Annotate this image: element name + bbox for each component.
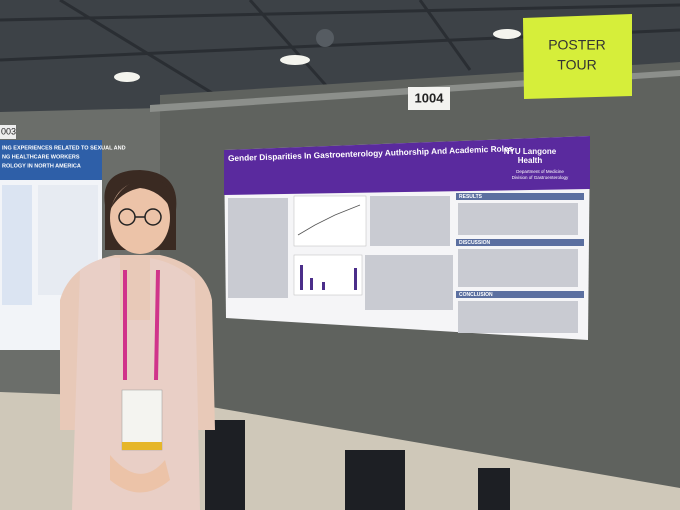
poster-department: Department of Medicine <box>516 169 564 174</box>
poster-institution: NYU Langone <box>504 147 557 156</box>
poster-header <box>224 136 590 195</box>
number-plate <box>408 87 450 110</box>
left-poster-header <box>0 140 102 180</box>
poster-institution: Health <box>518 156 543 165</box>
section-bar <box>456 291 584 298</box>
sign-text: TOUR <box>557 57 596 73</box>
ceiling-vent <box>316 29 334 47</box>
ceiling-light <box>493 29 521 39</box>
background-people <box>205 420 510 510</box>
poster-section-text <box>458 203 578 333</box>
poster-charts <box>293 195 367 296</box>
poster-department: Division of Gastroenterology <box>512 175 569 180</box>
person <box>60 170 215 510</box>
section-bar <box>456 193 584 200</box>
section-bar <box>456 239 584 246</box>
section-title: DISCUSSION <box>459 240 491 246</box>
left-poster-title-line: ROLOGY IN NORTH AMERICA <box>2 163 81 169</box>
left-poster-title: ING EXPERIENCES RELATED TO SEXUAL AND NG… <box>2 145 126 169</box>
poster-text-blocks <box>228 196 453 310</box>
board-number: 1004 <box>415 90 445 105</box>
section-title: CONCLUSION <box>459 292 493 298</box>
left-poster-column <box>2 185 32 305</box>
sign-text: POSTER <box>548 37 606 53</box>
ceiling-light <box>280 55 310 65</box>
left-poster-title-line: NG HEALTHCARE WORKERS <box>2 154 80 160</box>
ceiling-light <box>114 72 140 82</box>
section-title: RESULTS <box>459 194 483 200</box>
left-number-plate <box>0 125 16 139</box>
poster-tour-sign <box>523 14 632 99</box>
left-poster-title-line: ING EXPERIENCES RELATED TO SEXUAL AND <box>2 145 126 151</box>
left-board-number: 003 <box>1 126 16 136</box>
